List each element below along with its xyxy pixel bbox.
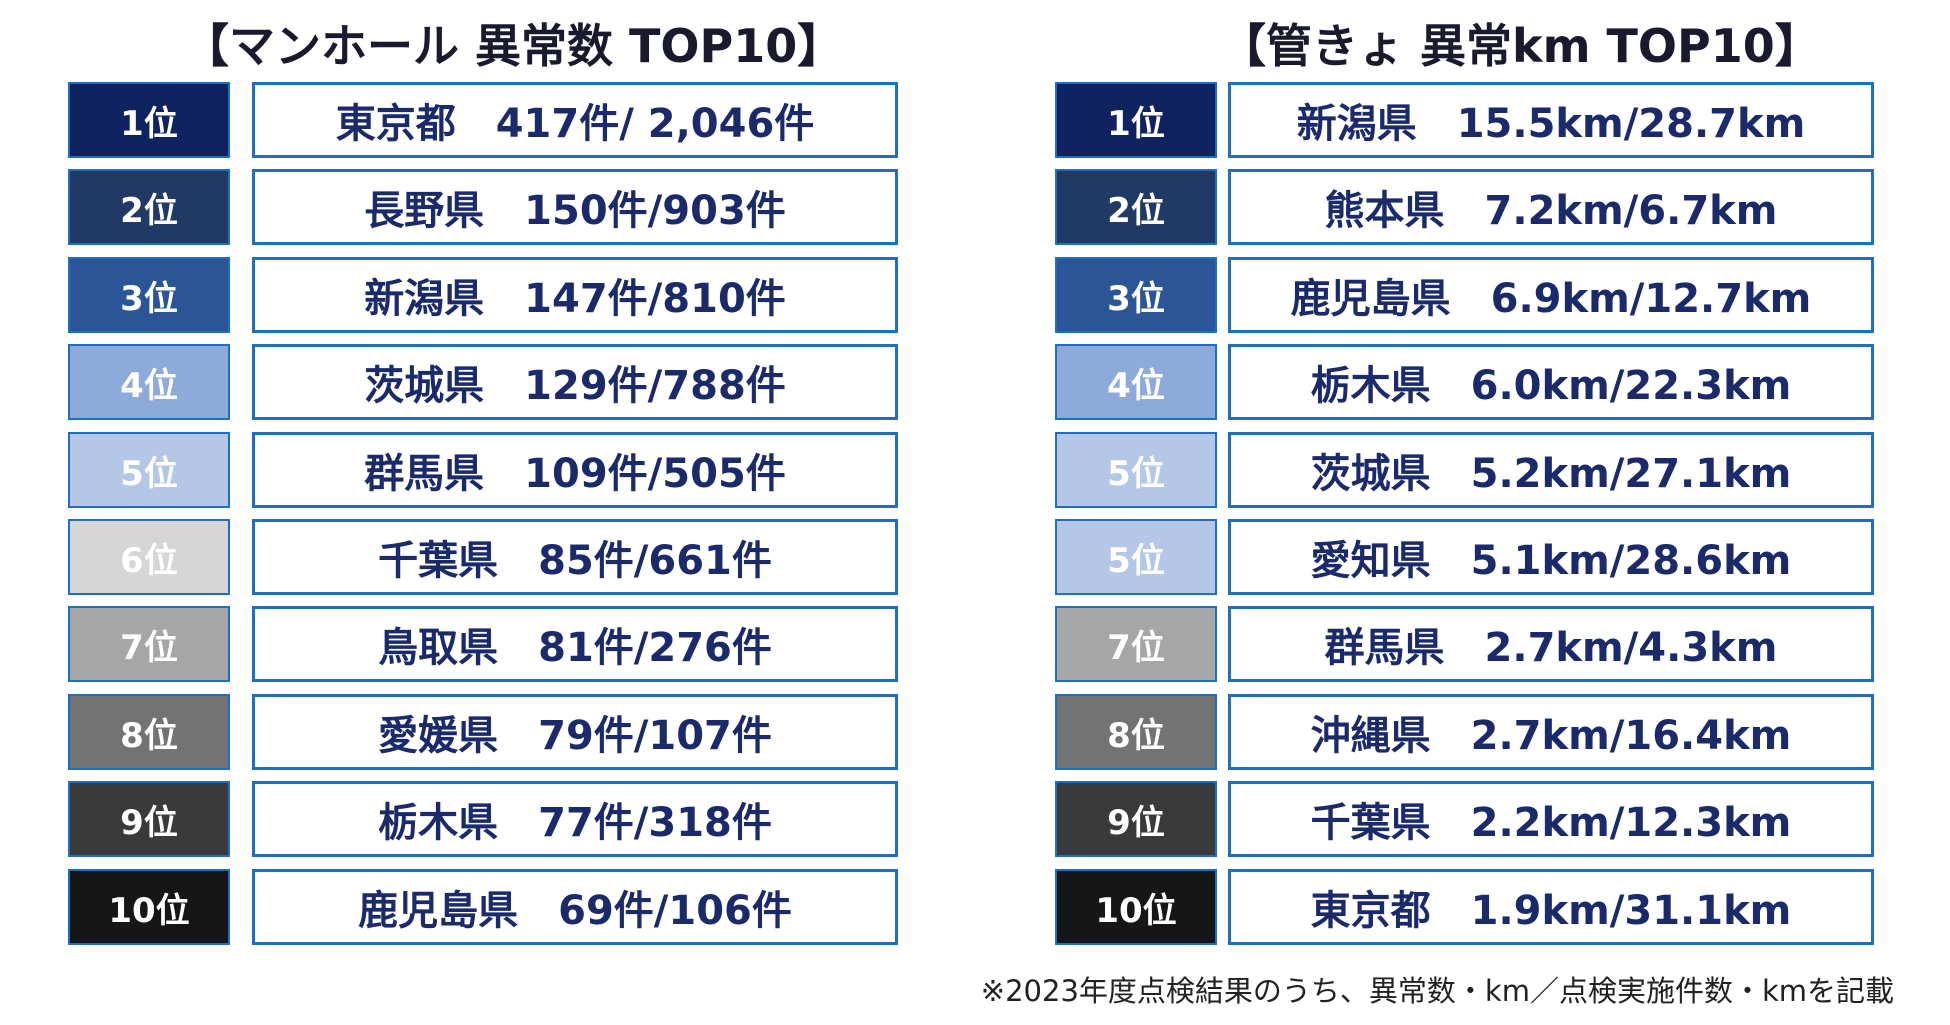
- rank-badge: 7位: [68, 606, 230, 682]
- ranking-value: 長野県 150件/903件: [252, 169, 898, 245]
- rank-badge: 1位: [1055, 82, 1217, 158]
- ranking-value: 熊本県 7.2km/6.7km: [1228, 169, 1874, 245]
- rank-badge: 4位: [1055, 344, 1217, 420]
- ranking-value: 千葉県 2.2km/12.3km: [1228, 781, 1874, 857]
- rank-badge: 9位: [1055, 781, 1217, 857]
- ranking-value: 栃木県 6.0km/22.3km: [1228, 344, 1874, 420]
- rank-badge: 2位: [1055, 169, 1217, 245]
- ranking-value: 新潟県 15.5km/28.7km: [1228, 82, 1874, 158]
- ranking-value: 鳥取県 81件/276件: [252, 606, 898, 682]
- ranking-value: 茨城県 129件/788件: [252, 344, 898, 420]
- rank-badge: 5位: [1055, 519, 1217, 595]
- rank-badge: 9位: [68, 781, 230, 857]
- rank-badge: 3位: [1055, 257, 1217, 333]
- rank-badge: 10位: [68, 869, 230, 945]
- rank-badge: 3位: [68, 257, 230, 333]
- rank-badge: 1位: [68, 82, 230, 158]
- rank-badge: 2位: [68, 169, 230, 245]
- ranking-value: 新潟県 147件/810件: [252, 257, 898, 333]
- ranking-value: 栃木県 77件/318件: [252, 781, 898, 857]
- footnote: ※2023年度点検結果のうち、異常数・km／点検実施件数・kmを記載: [980, 974, 1894, 1008]
- ranking-value: 愛媛県 79件/107件: [252, 694, 898, 770]
- ranking-value: 千葉県 85件/661件: [252, 519, 898, 595]
- rank-badge: 5位: [1055, 432, 1217, 508]
- rank-badge: 6位: [68, 519, 230, 595]
- pipe-ranking-title: 【管きょ 異常km TOP10】: [1220, 19, 1821, 73]
- ranking-value: 東京都 417件/ 2,046件: [252, 82, 898, 158]
- rank-badge: 10位: [1055, 869, 1217, 945]
- ranking-value: 茨城県 5.2km/27.1km: [1228, 432, 1874, 508]
- ranking-value: 群馬県 109件/505件: [252, 432, 898, 508]
- ranking-value: 愛知県 5.1km/28.6km: [1228, 519, 1874, 595]
- ranking-value: 群馬県 2.7km/4.3km: [1228, 606, 1874, 682]
- ranking-value: 沖縄県 2.7km/16.4km: [1228, 694, 1874, 770]
- rank-badge: 5位: [68, 432, 230, 508]
- rank-badge: 8位: [68, 694, 230, 770]
- ranking-value: 鹿児島県 69件/106件: [252, 869, 898, 945]
- ranking-value: 鹿児島県 6.9km/12.7km: [1228, 257, 1874, 333]
- manhole-ranking-title: 【マンホール 異常数 TOP10】: [183, 19, 844, 73]
- rank-badge: 4位: [68, 344, 230, 420]
- ranking-value: 東京都 1.9km/31.1km: [1228, 869, 1874, 945]
- rank-badge: 8位: [1055, 694, 1217, 770]
- rank-badge: 7位: [1055, 606, 1217, 682]
